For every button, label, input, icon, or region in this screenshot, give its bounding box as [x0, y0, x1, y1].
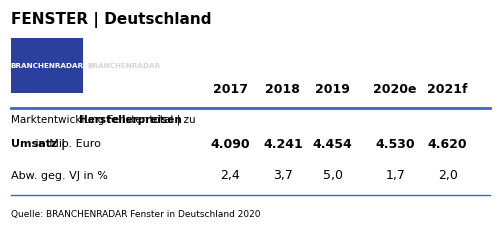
Text: 2,4: 2,4 [220, 169, 240, 182]
Text: 5,0: 5,0 [322, 169, 342, 182]
Text: FENSTER | Deutschland: FENSTER | Deutschland [10, 12, 211, 28]
Text: 2018: 2018 [266, 83, 300, 96]
Text: BRANCHENRADAR: BRANCHENRADAR [10, 63, 84, 69]
Text: 3,7: 3,7 [273, 169, 293, 182]
Text: 4.620: 4.620 [428, 138, 468, 151]
FancyBboxPatch shape [10, 38, 83, 93]
Text: Abw. geg. VJ in %: Abw. geg. VJ in % [10, 171, 108, 181]
Text: Marktentwicklung Fenster total | zu: Marktentwicklung Fenster total | zu [10, 115, 198, 125]
Text: 2,0: 2,0 [438, 169, 458, 182]
Text: Umsatz |: Umsatz | [10, 139, 65, 150]
Text: 4.090: 4.090 [210, 138, 250, 151]
Text: Quelle: BRANCHENRADAR Fenster in Deutschland 2020: Quelle: BRANCHENRADAR Fenster in Deutsch… [10, 210, 260, 219]
Text: Herstellerpreisen: Herstellerpreisen [79, 115, 182, 125]
Text: 2021f: 2021f [428, 83, 468, 96]
Text: 4.241: 4.241 [263, 138, 302, 151]
Text: 4.454: 4.454 [313, 138, 352, 151]
Text: BRANCHENRADAR: BRANCHENRADAR [87, 63, 160, 69]
Text: 2017: 2017 [213, 83, 248, 96]
Text: 1,7: 1,7 [385, 169, 405, 182]
Text: in Mio. Euro: in Mio. Euro [32, 140, 100, 149]
Text: 2020e: 2020e [374, 83, 417, 96]
Text: 4.530: 4.530 [376, 138, 415, 151]
Text: 2019: 2019 [316, 83, 350, 96]
